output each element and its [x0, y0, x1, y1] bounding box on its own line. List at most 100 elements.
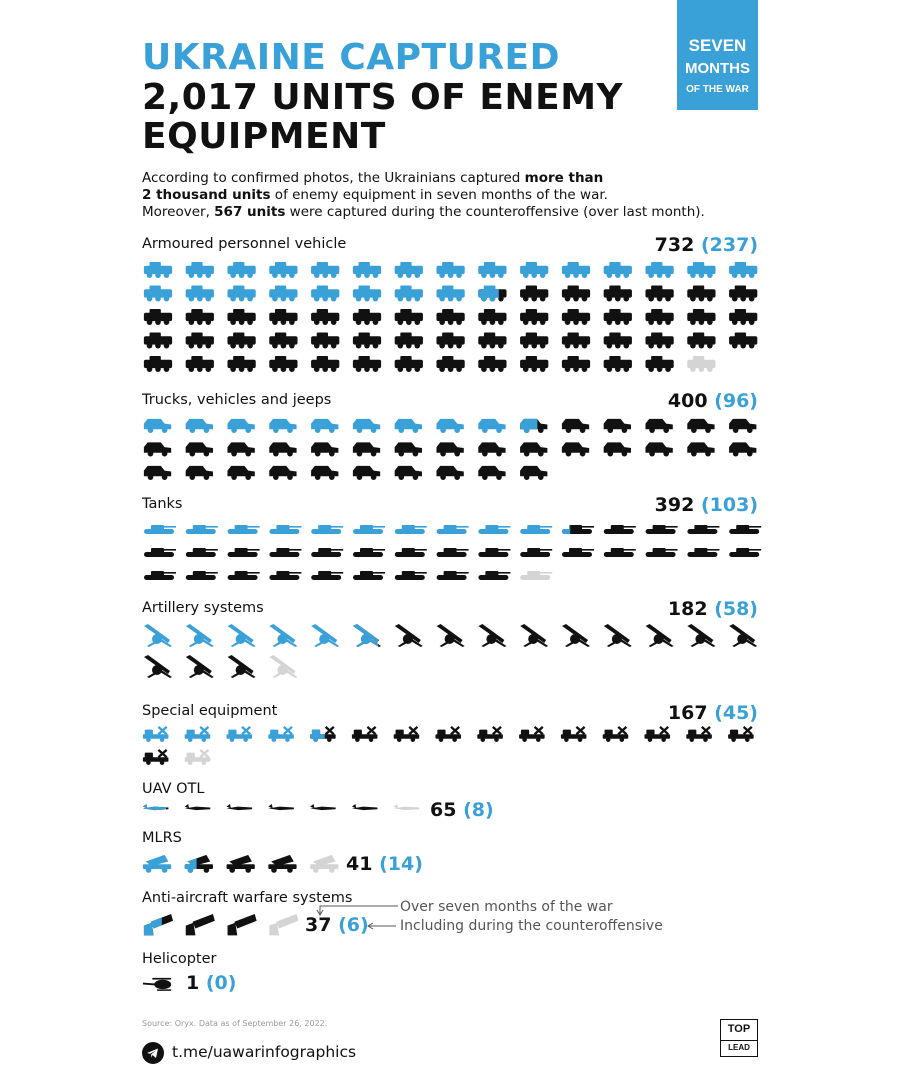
- special-equipment-icon: [728, 726, 754, 742]
- apc-icon: [687, 261, 716, 278]
- jeep-icon: [143, 465, 172, 480]
- apc-icon: [645, 332, 674, 349]
- special-equipment-icon: [142, 726, 169, 742]
- apc-icon: [185, 355, 214, 372]
- jeep-icon: [603, 418, 631, 433]
- uav-icon: [268, 804, 294, 811]
- intro-line2-b: of enemy equipment in seven months of th…: [270, 187, 608, 203]
- artillery-icon: [436, 624, 465, 647]
- total-trucks-value: 400: [667, 390, 708, 412]
- jeep-icon: [478, 418, 506, 433]
- mlrs-icon: [142, 854, 172, 873]
- total-helicopter: 1 (0): [186, 972, 236, 994]
- apc-icon: [311, 308, 340, 325]
- apc-icon: [520, 308, 549, 325]
- telegram-icon[interactable]: [142, 1042, 164, 1064]
- artillery-icon: [144, 624, 172, 647]
- jeep-icon: [185, 418, 213, 433]
- seven-months-badge: SEVEN MONTHS OF THE WAR: [677, 0, 758, 110]
- tank-icon: [603, 525, 636, 534]
- artillery-icon: [603, 624, 632, 647]
- apc-icon: [645, 285, 674, 302]
- special-equipment-icon: [226, 726, 253, 742]
- apc-icon: [227, 261, 256, 278]
- mlrs-icon-partial: [184, 858, 197, 873]
- tank-icon: [311, 571, 344, 580]
- intro-line3-b: 567 units: [214, 204, 286, 220]
- tank-icon: [227, 548, 260, 557]
- jeep-icon: [478, 465, 506, 480]
- tank-icon: [729, 525, 762, 534]
- category-label-special: Special equipment: [142, 703, 278, 719]
- apc-icon: [311, 261, 340, 278]
- jeep-icon: [394, 465, 422, 480]
- uav-icon: [351, 804, 378, 811]
- tank-icon: [436, 571, 469, 580]
- title-line-2: 2,017 UNITS OF ENEMY: [142, 77, 624, 118]
- artillery-icon: [562, 624, 590, 647]
- total-helicopter-value: 1: [186, 972, 200, 994]
- telegram-link[interactable]: t.me/uawarinfographics: [172, 1043, 357, 1061]
- tank-icon: [478, 571, 511, 580]
- tank-icon: [478, 548, 511, 557]
- apc-icon: [478, 261, 507, 278]
- apc-icon-partial: [478, 285, 499, 302]
- total-artillery-value: 182: [667, 598, 708, 620]
- apc-icon: [185, 332, 214, 349]
- category-label-uav: UAV OTL: [142, 781, 205, 797]
- artillery-icon: [185, 624, 214, 647]
- total-artillery: 182 (58): [668, 598, 758, 620]
- mlrs-icon: [268, 854, 297, 873]
- top-lead-logo: TOP LEAD: [720, 1019, 758, 1057]
- intro-line2-a: 2 thousand units: [142, 187, 271, 203]
- jeep-icon: [311, 442, 339, 457]
- special-equipment-icon-partial: [310, 729, 325, 742]
- special-equipment-icon: [644, 726, 671, 742]
- apc-icon: [478, 308, 507, 325]
- apc-icon: [352, 261, 382, 278]
- apc-icon: [394, 308, 423, 325]
- legend-arrow-total-head: [316, 909, 324, 916]
- special-equipment-icon: [560, 726, 587, 742]
- special-equipment-icon: [393, 726, 420, 742]
- apc-icon: [311, 332, 340, 349]
- intro-line3-c: were captured during the counteroffensiv…: [285, 204, 705, 220]
- artillery-icon: [227, 624, 256, 647]
- helicopter-icon: [142, 977, 172, 991]
- jeep-icon: [520, 442, 548, 457]
- apc-icon: [645, 355, 674, 372]
- total-tanks-counter: (103): [700, 494, 758, 516]
- apc-icon: [561, 332, 591, 349]
- apc-icon: [269, 355, 298, 372]
- apc-icon: [311, 285, 340, 302]
- tank-icon-partial: [562, 525, 571, 534]
- jeep-icon: [394, 442, 422, 457]
- jeep-icon: [185, 442, 213, 457]
- category-label-helicopter: Helicopter: [142, 951, 217, 967]
- uav-icon-partial: [142, 804, 167, 811]
- mlrs-icon: [310, 854, 339, 873]
- apc-icon: [436, 332, 465, 349]
- total-mlrs: 41 (14): [346, 853, 423, 875]
- jeep-icon: [352, 442, 381, 457]
- jeep-icon: [311, 418, 339, 433]
- apc-icon: [185, 261, 214, 278]
- apc-icon: [143, 355, 173, 372]
- jeep-icon: [645, 418, 673, 433]
- tank-icon: [227, 571, 260, 580]
- jeep-icon: [227, 442, 255, 457]
- source-note: Source: Oryx. Data as of September 26, 2…: [142, 1019, 328, 1028]
- apc-icon: [520, 332, 549, 349]
- apc-icon: [143, 261, 173, 278]
- total-apc-value: 732: [654, 234, 695, 256]
- tank-icon: [227, 525, 260, 534]
- tank-icon: [185, 548, 218, 557]
- apc-icon: [520, 355, 549, 372]
- anti-aircraft-icon: [185, 914, 215, 936]
- tank-icon: [687, 548, 720, 557]
- apc-icon: [227, 285, 256, 302]
- total-anti-aircraft-value: 37: [305, 914, 332, 936]
- special-equipment-icon: [310, 726, 336, 742]
- artillery-icon-partial: [353, 624, 379, 647]
